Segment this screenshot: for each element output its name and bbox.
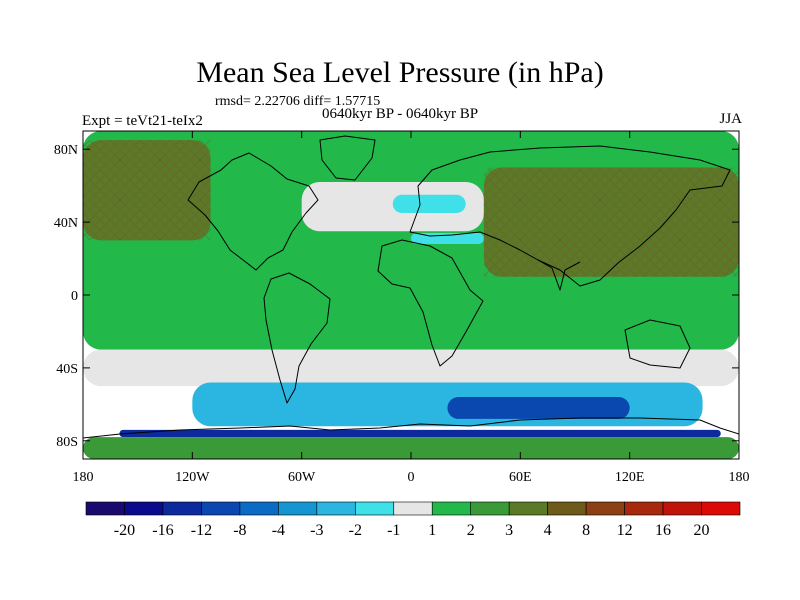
colorbar-swatch [624, 501, 664, 516]
x-tick-label: 120E [615, 470, 645, 485]
colorbar-swatch [470, 501, 510, 516]
colorbar-swatch [162, 501, 202, 516]
colorbar-label: 4 [544, 522, 552, 539]
x-tick-label: 120W [175, 470, 210, 485]
y-tick-label: 40S [56, 362, 78, 377]
region-north-atlantic-blue [392, 194, 466, 213]
colorbar-swatch [701, 501, 741, 516]
x-tick-label: 180 [73, 470, 94, 485]
region-southern-white-band [83, 349, 739, 387]
x-tick-label: 180 [729, 470, 750, 485]
coast-south-america [263, 272, 331, 404]
coast-africa [377, 239, 484, 367]
period-label: 0640kyr BP - 0640kyr BP [322, 106, 479, 122]
stats-label: rmsd= 2.22706 diff= 1.57715 [215, 94, 381, 109]
colorbar-swatch [431, 501, 472, 516]
region-antarctic-coast-blue [119, 429, 721, 438]
colorbar-label: -12 [191, 522, 212, 539]
pressure-field [83, 131, 739, 459]
y-tick-label: 40N [54, 216, 78, 231]
coast-greenland [319, 135, 376, 181]
y-tick-label: 80N [54, 143, 78, 158]
colorbar-label: -16 [152, 522, 173, 539]
x-axis: 180 120W 60W 0 60E 120E 180 [73, 131, 750, 485]
colorbar-swatch [85, 501, 125, 516]
colorbar-swatch [585, 501, 625, 516]
hatch-north-pacific-high [83, 140, 211, 241]
colorbar-label: 8 [582, 522, 590, 539]
colorbar-label: -4 [272, 522, 285, 539]
y-tick-label: 0 [71, 289, 78, 304]
colorbar-swatch [393, 501, 433, 516]
colorbar-label: -20 [114, 522, 135, 539]
coastlines [83, 135, 739, 439]
chart-title: Mean Sea Level Pressure (in hPa) [196, 56, 604, 89]
coast-north-america [187, 152, 319, 271]
y-axis: 80N 40N 0 40S 80S [54, 143, 739, 450]
coast-australia [624, 319, 691, 369]
colorbar-label: 3 [505, 522, 513, 539]
colorbar-swatch [354, 501, 395, 516]
colorbar-label: 1 [428, 522, 436, 539]
hatch-asia-high [483, 167, 739, 277]
coast-antarctica [83, 417, 739, 439]
colorbar-swatch [547, 501, 587, 516]
colorbar-swatch [201, 501, 241, 516]
colorbar-swatch [316, 501, 356, 516]
colorbar-swatch [124, 501, 164, 516]
colorbar-label: 16 [655, 522, 671, 539]
colorbar-label: -1 [387, 522, 400, 539]
colorbar-label: 12 [617, 522, 633, 539]
x-tick-label: 60E [509, 470, 532, 485]
experiment-label: Expt = teVt21-teIx2 [82, 113, 203, 129]
colorbar-swatch [278, 501, 318, 516]
region-antarctic-interior [83, 437, 739, 459]
x-tick-label: 60W [288, 470, 316, 485]
y-tick-label: 80S [56, 435, 78, 450]
region-southern-deep-blue [447, 397, 630, 419]
x-tick-label: 0 [408, 470, 415, 485]
colorbar-swatch [508, 501, 548, 516]
colorbar-label: -2 [349, 522, 362, 539]
coast-india [537, 259, 581, 291]
colorbar-label: 2 [467, 522, 475, 539]
colorbar-swatch [662, 501, 702, 516]
colorbar-swatch [239, 501, 279, 516]
coast-eurasia [409, 145, 731, 287]
region-north-atlantic-band [301, 182, 484, 232]
colorbar-label: -3 [310, 522, 323, 539]
colorbar: -20 -16 -12 -8 -4 -3 -2 -1 1 2 3 4 8 12 16 20 [85, 501, 741, 539]
season-label: JJA [719, 111, 742, 127]
colorbar-label: 20 [694, 522, 710, 539]
colorbar-label: -8 [233, 522, 246, 539]
